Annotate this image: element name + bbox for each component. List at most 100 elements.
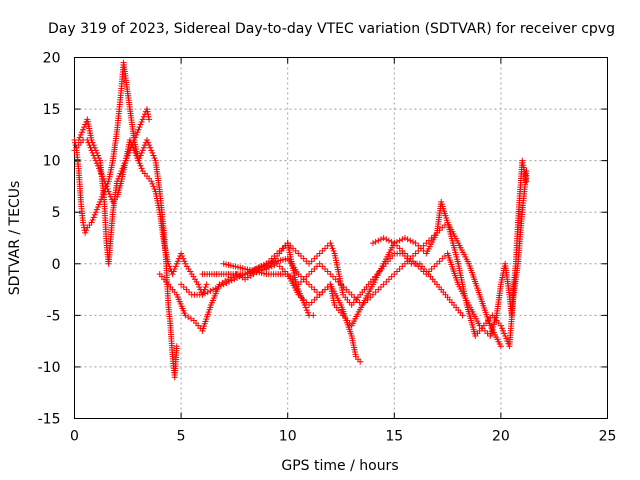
data-point xyxy=(89,149,96,156)
data-point xyxy=(310,312,317,319)
data-point xyxy=(396,237,403,244)
data-point xyxy=(330,247,337,254)
x-tick-labels: 0 5 10 15 20 25 xyxy=(70,429,616,445)
data-point xyxy=(425,268,432,275)
data-point xyxy=(81,124,88,131)
data-point xyxy=(404,253,411,260)
data-point xyxy=(304,309,311,316)
data-point xyxy=(388,273,395,280)
data-point xyxy=(77,131,84,138)
series-arc5 xyxy=(178,240,466,319)
data-point xyxy=(351,294,358,301)
data-point xyxy=(316,260,323,267)
x-tick-label: 10 xyxy=(279,429,297,445)
data-point xyxy=(231,276,238,283)
data-point xyxy=(89,216,96,223)
data-point xyxy=(501,330,508,337)
data-point xyxy=(377,283,384,290)
data-point xyxy=(415,263,422,270)
data-point xyxy=(295,250,302,257)
data-point xyxy=(91,211,98,218)
data-point xyxy=(290,245,297,252)
data-point xyxy=(138,165,145,172)
data-point xyxy=(135,157,142,164)
data-point xyxy=(202,290,209,297)
data-point xyxy=(431,263,438,270)
data-point xyxy=(138,149,145,156)
data-point xyxy=(388,238,395,245)
data-point xyxy=(298,253,305,260)
data-point xyxy=(218,282,225,289)
data-point xyxy=(78,129,85,136)
data-marks xyxy=(71,59,530,381)
data-point xyxy=(172,263,179,270)
data-point xyxy=(82,229,89,236)
series-arc8 xyxy=(242,167,530,350)
data-point xyxy=(94,204,101,211)
data-point xyxy=(306,260,313,267)
data-point xyxy=(137,162,144,169)
data-point xyxy=(136,155,143,162)
x-tick-label: 20 xyxy=(492,429,510,445)
data-point xyxy=(87,144,94,151)
data-point xyxy=(311,255,318,262)
data-point xyxy=(133,131,140,138)
y-axis-title: SDTVAR / TECUs xyxy=(7,181,23,296)
y-tick-label: 0 xyxy=(52,257,61,273)
data-point xyxy=(212,285,219,292)
data-point xyxy=(203,281,210,288)
data-point xyxy=(149,149,156,156)
data-point xyxy=(287,242,294,249)
data-point xyxy=(72,139,79,146)
data-point xyxy=(404,236,411,243)
data-point xyxy=(308,299,315,306)
data-point xyxy=(228,277,235,284)
data-point xyxy=(101,178,108,185)
data-point xyxy=(399,236,406,243)
data-point xyxy=(311,296,318,303)
data-point xyxy=(308,283,315,290)
data-point xyxy=(425,237,432,244)
data-point xyxy=(322,245,329,252)
data-point xyxy=(279,245,286,252)
data-point xyxy=(401,250,408,257)
data-point xyxy=(181,258,188,265)
data-point xyxy=(298,294,305,301)
data-point xyxy=(298,278,305,285)
data-point xyxy=(129,142,136,149)
data-point xyxy=(300,255,307,262)
data-point xyxy=(136,160,143,167)
y-tick-label: -10 xyxy=(38,360,61,376)
data-point xyxy=(276,263,283,270)
data-point xyxy=(132,149,139,156)
data-point xyxy=(330,273,337,280)
data-point xyxy=(134,129,141,136)
data-point xyxy=(90,214,97,221)
data-point xyxy=(497,322,504,329)
data-point xyxy=(375,286,382,293)
data-point xyxy=(199,291,206,298)
data-point xyxy=(223,280,230,287)
data-point xyxy=(284,240,291,247)
x-tick-label: 25 xyxy=(599,429,617,445)
data-point xyxy=(180,283,187,290)
data-point xyxy=(92,157,99,164)
data-point xyxy=(207,287,214,294)
axis-ticks xyxy=(74,57,608,419)
series-arc2 xyxy=(75,106,153,267)
data-point xyxy=(380,235,387,241)
data-point xyxy=(327,271,334,278)
data-point xyxy=(329,245,336,252)
data-point xyxy=(84,137,91,144)
data-point xyxy=(144,108,151,115)
data-point xyxy=(383,236,390,243)
chart-title: Day 319 of 2023, Sidereal Day-to-day VTE… xyxy=(48,21,615,37)
data-point xyxy=(409,238,416,245)
data-point xyxy=(171,265,178,272)
data-point xyxy=(420,268,427,275)
data-point xyxy=(82,121,89,128)
data-point xyxy=(234,274,241,281)
data-point xyxy=(105,188,112,195)
x-tick-label: 15 xyxy=(385,429,403,445)
data-point xyxy=(169,271,176,278)
